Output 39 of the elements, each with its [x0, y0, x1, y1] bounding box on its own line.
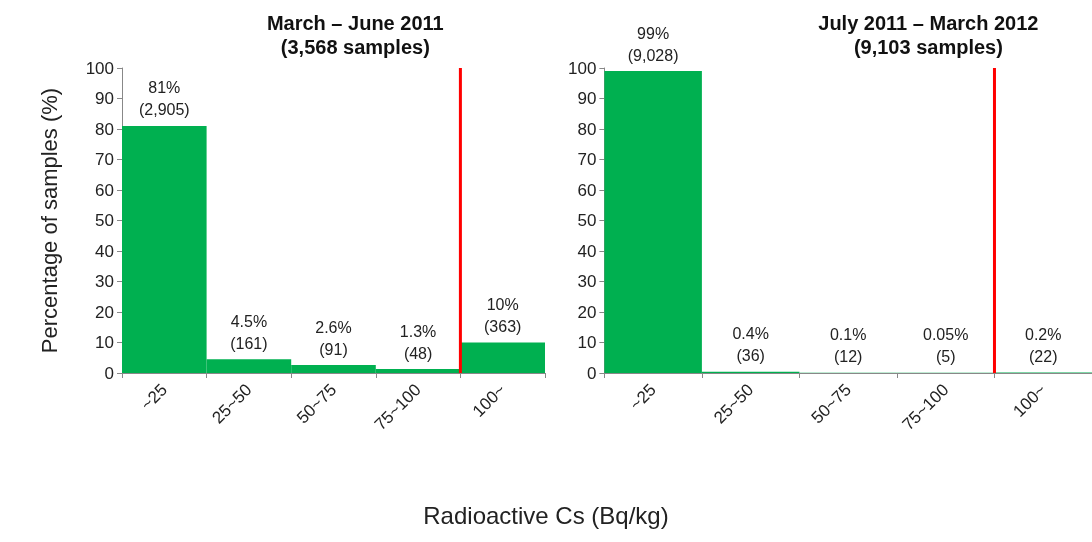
- x-tick-label: ~25: [626, 380, 660, 415]
- y-tick-label: 100: [567, 58, 597, 78]
- y-tick-label: 40: [95, 241, 114, 261]
- data-label: 0.1% (12): [829, 326, 867, 366]
- data-label: 0.4% (36): [732, 325, 769, 365]
- y-tick-label: 60: [577, 180, 597, 200]
- y-tick-label: 10: [95, 333, 114, 352]
- chart-title: March – June 2011 (3,568 samples): [266, 12, 444, 58]
- y-tick-label: 80: [577, 119, 597, 139]
- y-tick-label: 0: [586, 363, 597, 383]
- bar: [460, 342, 545, 373]
- y-tick-label: 90: [95, 89, 114, 108]
- y-tick-label: 60: [95, 180, 114, 200]
- data-label: 10% (363): [484, 296, 522, 335]
- y-tick-label: 50: [577, 211, 597, 230]
- data-label: 2.6% (91): [315, 318, 352, 358]
- y-axis-title: Percentage of samples (%): [36, 87, 62, 354]
- data-label: 99% (9,028): [627, 24, 679, 64]
- data-label: 0.2% (22): [1025, 325, 1062, 365]
- y-tick-label: 20: [95, 302, 114, 322]
- y-tick-label: 100: [85, 58, 114, 78]
- y-tick-label: 10: [577, 333, 597, 352]
- y-tick-label: 50: [95, 211, 114, 230]
- data-label: 0.05% (5): [923, 326, 969, 366]
- y-tick-label: 0: [104, 363, 114, 383]
- y-tick-label: 70: [95, 150, 114, 169]
- y-tick-label: 70: [577, 150, 597, 169]
- y-tick-label: 30: [577, 272, 597, 291]
- data-label: 4.5% (161): [230, 312, 268, 352]
- x-axis-title: Radioactive Cs (Bq/kg): [422, 502, 670, 530]
- y-tick-label: 90: [577, 89, 597, 108]
- chart-title: July 2011 – March 2012 (9,103 samples): [818, 12, 1039, 58]
- x-tick-label: ~25: [137, 380, 172, 415]
- y-tick-label: 30: [95, 272, 114, 291]
- y-tick-label: 20: [577, 302, 597, 322]
- y-tick-label: 80: [95, 119, 114, 139]
- data-label: 1.3% (48): [399, 322, 437, 362]
- data-label: 81% (2,905): [138, 79, 190, 119]
- y-tick-label: 40: [577, 241, 597, 261]
